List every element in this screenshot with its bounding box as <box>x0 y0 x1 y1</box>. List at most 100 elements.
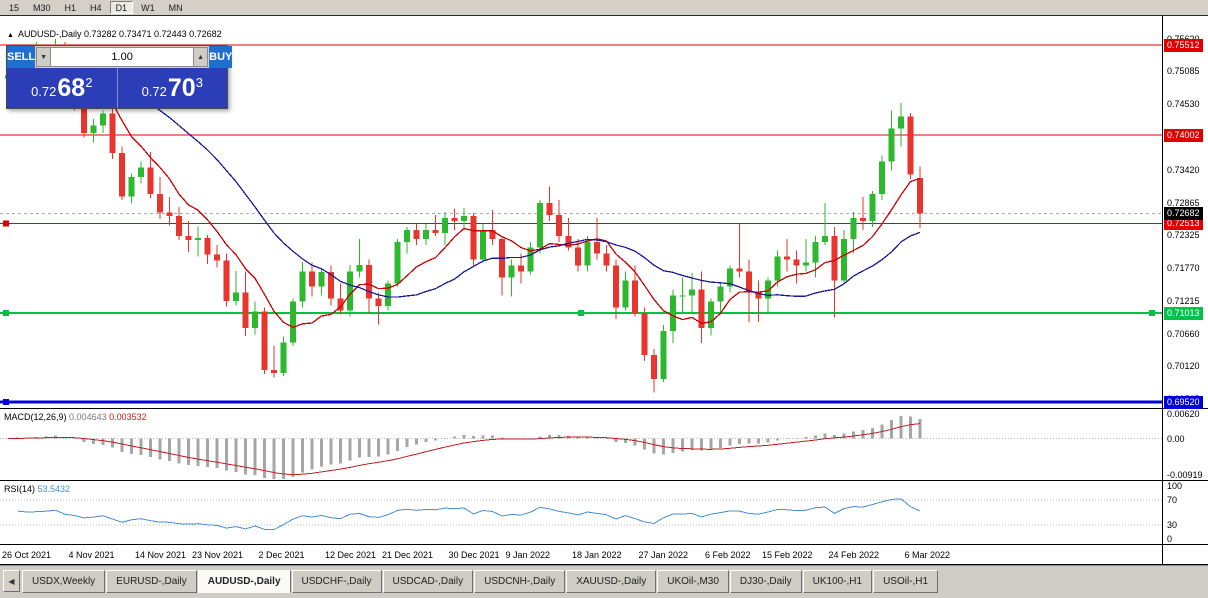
chart-symbol-label: AUDUSD-,Daily <box>17 29 82 39</box>
price-badge: 0.72513 <box>1164 217 1203 231</box>
tab-eurusd-daily[interactable]: EURUSD-,Daily <box>106 570 197 593</box>
buy-price-button[interactable]: 0.72 70 3 <box>118 68 228 108</box>
price-tick-label: 0.74530 <box>1167 98 1200 109</box>
price-tick-label: 0.71770 <box>1167 263 1200 273</box>
date-label: 6 Mar 2022 <box>904 550 951 560</box>
rsi-axis-label: 100 <box>1167 481 1183 491</box>
trade-widget-price-row: 0.72 68 2 0.72 70 3 <box>7 68 227 108</box>
volume-stepper: ▼ ▲ <box>35 46 210 68</box>
price-tick-label: 0.73420 <box>1167 164 1200 175</box>
collapse-triangle-icon[interactable]: ▲ <box>7 32 14 39</box>
price-tick-label: 0.72325 <box>1167 229 1200 240</box>
axis-separator <box>1162 16 1163 565</box>
timeframe-button-d1[interactable]: D1 <box>109 1 134 14</box>
tab-usoil-h1[interactable]: USOil-,H1 <box>873 570 939 593</box>
buy-price-pip: 3 <box>195 75 203 90</box>
timeframe-toolbar: 15 M30 H1 H4 D1 W1 MN <box>0 0 1208 16</box>
timeframe-button-m30[interactable]: M30 <box>27 1 57 14</box>
date-label: 2 Dec 2021 <box>258 550 305 560</box>
tab-usdchf-daily[interactable]: USDCHF-,Daily <box>291 570 382 593</box>
chart-tabs: USDX,Weekly EURUSD-,Daily AUDUSD-,Daily USD… <box>22 566 939 593</box>
date-label: 15 Feb 2022 <box>762 550 813 560</box>
macd-axis-label: 0.00620 <box>1167 409 1200 420</box>
macd-signal-value: 0.003532 <box>109 412 147 422</box>
date-label: 30 Dec 2021 <box>448 550 500 560</box>
date-label: 12 Dec 2021 <box>325 550 377 560</box>
date-label: 23 Nov 2021 <box>192 550 244 560</box>
timeframe-button-h4[interactable]: H4 <box>84 1 108 14</box>
rsi-axis: 100 70 30 0 <box>1163 481 1208 544</box>
date-label: 26 Oct 2021 <box>2 550 52 560</box>
tab-ukoil-m30[interactable]: UKOil-,M30 <box>657 570 729 593</box>
price-badge: 0.74002 <box>1164 128 1203 142</box>
date-label: 4 Nov 2021 <box>68 550 115 560</box>
macd-name: MACD(12,26,9) <box>4 412 67 422</box>
sell-price-digits: 68 <box>57 74 86 102</box>
trade-widget-top-row: SELL ▼ ▲ BUY <box>7 46 233 68</box>
macd-chart <box>0 416 1162 479</box>
price-tick-label: 0.70660 <box>1167 329 1200 340</box>
buy-price-digits: 70 <box>167 74 196 102</box>
volume-input[interactable] <box>51 47 194 67</box>
price-tick-label: 0.71215 <box>1167 296 1200 307</box>
rsi-panel[interactable]: RSI(14) 53.5432 100 70 30 0 <box>0 480 1208 544</box>
date-label: 18 Jan 2022 <box>572 550 622 560</box>
tab-usdx-weekly[interactable]: USDX,Weekly <box>22 570 106 593</box>
price-badge: 0.72682 <box>1164 207 1203 221</box>
one-click-trading-widget: SELL ▼ ▲ BUY 0.72 68 2 <box>6 45 233 109</box>
tab-uk100-h1[interactable]: UK100-,H1 <box>802 570 873 593</box>
volume-increase-button[interactable]: ▲ <box>193 47 209 67</box>
rsi-value: 53.5432 <box>37 484 71 494</box>
timeframe-button-15[interactable]: 15 <box>3 1 26 14</box>
sell-price-pip: 2 <box>85 75 93 90</box>
date-label: 21 Dec 2021 <box>382 550 434 560</box>
date-label: 24 Feb 2022 <box>828 550 880 560</box>
macd-axis: 0.00620 0.00 -0.00919 <box>1163 409 1208 480</box>
price-tick-label: 0.70120 <box>1167 361 1200 372</box>
rsi-chart <box>0 498 1162 531</box>
chart-tab-strip: ◀ USDX,Weekly EURUSD-,Daily AUDUSD-,Daily U… <box>0 565 1208 598</box>
price-badge: 0.71013 <box>1164 306 1203 320</box>
rsi-axis-label: 70 <box>1167 494 1178 505</box>
timeframe-button-h1[interactable]: H1 <box>58 1 83 14</box>
tab-usdcad-daily[interactable]: USDCAD-,Daily <box>382 570 474 593</box>
timeframe-button-w1[interactable]: W1 <box>135 1 161 14</box>
rsi-name: RSI(14) <box>4 484 36 494</box>
price-badge: 0.75512 <box>1164 38 1203 52</box>
sell-price-button[interactable]: 0.72 68 2 <box>7 68 118 108</box>
buy-price-prefix: 0.72 <box>141 84 167 99</box>
sell-button[interactable]: SELL <box>7 46 36 68</box>
rsi-axis-label: 0 <box>1167 534 1173 544</box>
chart-ohlc-title: ▲ AUDUSD-,Daily 0.73282 0.73471 0.72443 … <box>7 29 222 39</box>
price-tick-label: 0.72865 <box>1167 197 1200 208</box>
price-chart-panel[interactable]: ▲ AUDUSD-,Daily 0.73282 0.73471 0.72443 … <box>0 16 1208 409</box>
timeframe-button-mn[interactable]: MN <box>162 1 189 14</box>
rsi-axis-label: 30 <box>1167 520 1178 531</box>
caret-up-icon: ▲ <box>197 53 205 61</box>
date-label: 6 Feb 2022 <box>705 550 751 560</box>
date-axis[interactable]: 26 Oct 2021 4 Nov 2021 14 Nov 2021 23 Nov 2… <box>0 544 1208 565</box>
tab-scroll-left-button[interactable]: ◀ <box>3 570 20 592</box>
chart-ohlc-values: 0.73282 0.73471 0.72443 0.72682 <box>83 29 222 39</box>
price-tick-label: 0.75085 <box>1167 65 1200 76</box>
tab-xauusd-daily[interactable]: XAUUSD-,Daily <box>566 570 657 593</box>
macd-value: 0.004643 <box>69 412 107 422</box>
date-label: 14 Nov 2021 <box>135 550 187 560</box>
macd-axis-label: -0.00919 <box>1167 469 1203 480</box>
sell-price-prefix: 0.72 <box>31 84 57 99</box>
volume-decrease-button[interactable]: ▼ <box>36 47 52 67</box>
tab-usdcnh-daily[interactable]: USDCNH-,Daily <box>474 570 566 593</box>
price-badge: 0.69520 <box>1164 395 1203 409</box>
date-label: 27 Jan 2022 <box>638 550 689 560</box>
tab-dj30-daily[interactable]: DJ30-,Daily <box>729 570 802 593</box>
date-label: 9 Jan 2022 <box>505 550 551 560</box>
macd-axis-label: 0.00 <box>1167 433 1185 444</box>
caret-down-icon: ▼ <box>40 53 48 61</box>
arrow-left-icon: ◀ <box>8 576 15 586</box>
price-axis[interactable]: 0.756200.750850.745300.739750.734200.728… <box>1163 16 1208 409</box>
buy-button[interactable]: BUY <box>209 46 233 68</box>
rsi-label: RSI(14) 53.5432 <box>4 484 70 494</box>
macd-panel[interactable]: MACD(12,26,9) 0.004643 0.003532 0.00620 0… <box>0 408 1208 480</box>
tab-audusd-daily[interactable]: AUDUSD-,Daily <box>197 570 291 593</box>
